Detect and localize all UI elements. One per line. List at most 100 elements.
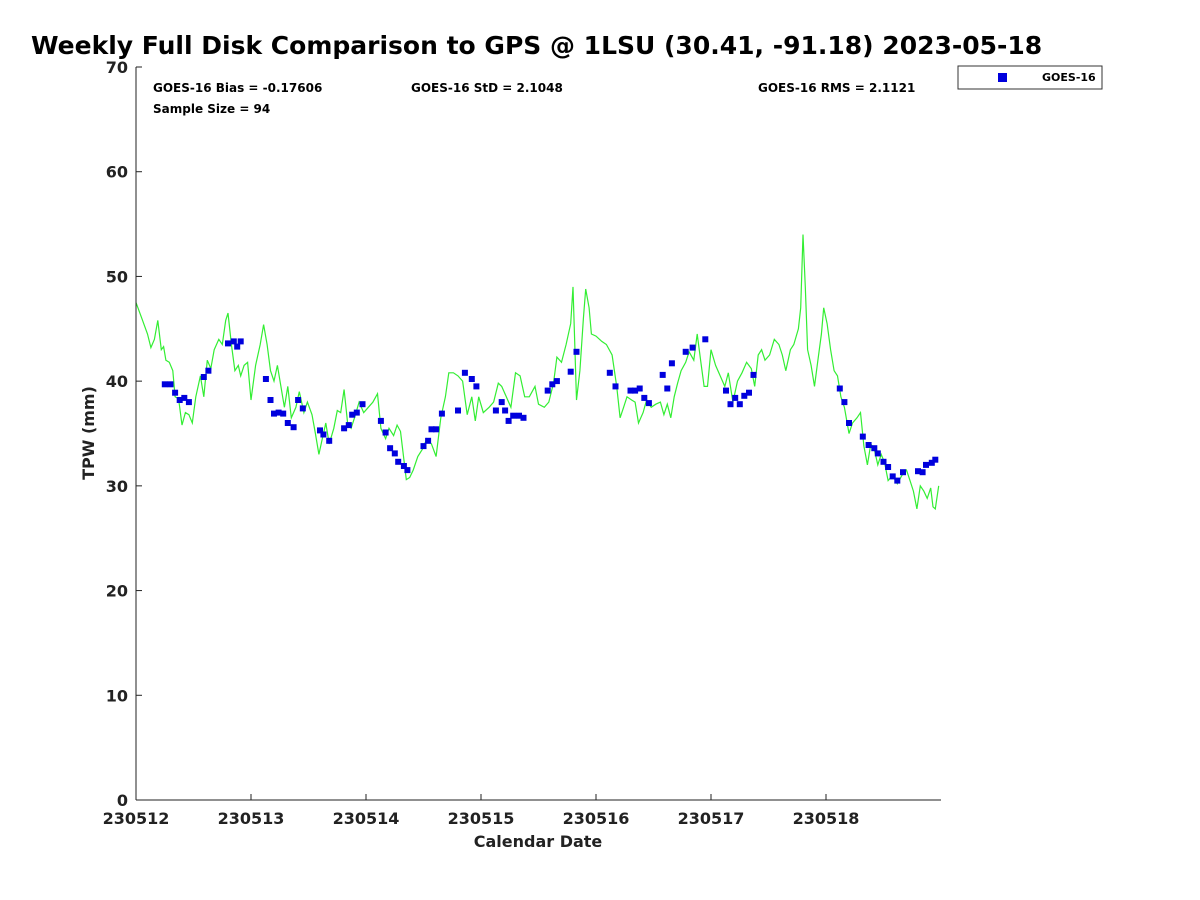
goes16-point — [885, 464, 892, 470]
x-tick-label: 230518 — [793, 809, 860, 828]
goes16-point — [353, 409, 360, 416]
goes16-point — [923, 461, 929, 468]
bias-stat: GOES-16 Bias = -0.17606 — [153, 81, 322, 95]
goes16-point — [280, 410, 287, 417]
goes16-point — [919, 469, 926, 476]
goes16-point — [345, 422, 352, 429]
chart-title: Weekly Full Disk Comparison to GPS @ 1LS… — [31, 31, 1042, 60]
goes16-point — [359, 401, 366, 408]
goes16-point — [746, 389, 752, 396]
x-tick-label: 230515 — [448, 809, 515, 828]
plot-area — [136, 67, 941, 800]
goes16-point — [732, 394, 739, 401]
goes16-point — [736, 401, 743, 408]
goes16-point — [161, 381, 168, 388]
y-tick-label: 30 — [106, 477, 128, 496]
goes16-point — [928, 459, 935, 466]
goes16-point — [167, 381, 174, 388]
legend-marker-goes16 — [998, 73, 1007, 82]
goes16-point — [841, 399, 848, 406]
goes16-point — [641, 394, 648, 401]
goes16-point — [262, 376, 269, 382]
goes16-point — [544, 387, 551, 394]
goes16-point — [723, 387, 729, 394]
goes16-point — [275, 409, 282, 416]
std-stat: GOES-16 StD = 2.1048 — [411, 81, 563, 95]
goes16-point — [473, 383, 480, 390]
y-tick-label: 20 — [106, 582, 128, 601]
goes16-point — [636, 385, 643, 392]
goes16-point — [205, 367, 212, 374]
goes16-point — [553, 378, 560, 385]
goes16-point — [237, 338, 244, 345]
goes16-point — [606, 369, 613, 376]
goes16-point — [267, 397, 274, 403]
goes16-point — [915, 468, 921, 475]
goes16-point — [894, 477, 901, 484]
goes16-point — [377, 417, 384, 424]
y-axis-ticks: 0 10 20 30 40 50 60 70 — [106, 58, 142, 810]
goes16-point — [295, 397, 302, 403]
goes16-point — [900, 469, 906, 476]
goes16-point — [395, 458, 402, 465]
y-tick-label: 60 — [106, 163, 128, 182]
goes16-point — [498, 399, 505, 406]
goes16-point — [420, 443, 427, 450]
goes16-point — [271, 410, 277, 417]
goes16-point — [573, 348, 580, 355]
goes16-point — [326, 437, 333, 444]
x-tick-label: 230514 — [333, 809, 400, 828]
goes16-point — [520, 414, 527, 421]
goes16-point — [889, 473, 896, 480]
goes16-point — [433, 426, 440, 433]
goes16-point — [836, 385, 843, 392]
goes16-point — [341, 425, 348, 432]
goes16-point — [391, 450, 398, 457]
goes16-point — [865, 442, 872, 448]
goes16-point — [702, 336, 709, 343]
goes16-point — [741, 392, 748, 399]
goes16-point — [750, 371, 757, 378]
legend: GOES-16 — [957, 65, 1103, 90]
goes16-point — [468, 376, 475, 382]
goes16-point — [632, 387, 639, 394]
x-tick-label: 230516 — [563, 809, 630, 828]
goes16-point — [645, 400, 652, 407]
legend-box — [957, 65, 1103, 90]
x-axis-ticks: 230512 230513 230514 230515 230516 230517 2305… — [103, 794, 860, 828]
goes16-point — [438, 410, 445, 417]
x-axis-label: Calendar Date — [474, 832, 603, 851]
y-tick-label: 70 — [106, 58, 128, 77]
y-tick-label: 50 — [106, 267, 128, 286]
goes16-point — [181, 394, 188, 401]
goes16-point — [425, 437, 432, 444]
x-tick-label: 230512 — [103, 809, 170, 828]
goes16-point — [455, 407, 461, 414]
goes16-point — [230, 338, 237, 345]
goes16-point — [859, 433, 866, 440]
goes16-series — [161, 336, 939, 484]
goes16-point — [664, 385, 671, 392]
goes16-point — [349, 411, 356, 418]
goes16-point — [871, 445, 878, 452]
goes16-point — [172, 389, 179, 396]
goes16-point — [284, 420, 291, 426]
goes16-point — [176, 397, 183, 403]
goes16-point — [627, 387, 634, 394]
goes16-point — [428, 426, 435, 433]
goes16-point — [185, 399, 192, 406]
goes16-point — [682, 348, 689, 355]
goes16-point — [299, 405, 306, 412]
goes16-point — [505, 417, 512, 424]
gps-series — [135, 234, 940, 511]
goes16-point — [612, 383, 619, 390]
goes16-point — [549, 381, 556, 388]
goes16-point — [668, 360, 675, 367]
goes16-point — [387, 445, 394, 452]
y-axis-label: TPW (mm) — [79, 386, 98, 480]
goes16-point — [320, 431, 327, 438]
goes16-point — [510, 412, 517, 419]
goes16-point — [689, 344, 696, 351]
sample-size-stat: Sample Size = 94 — [153, 102, 270, 116]
